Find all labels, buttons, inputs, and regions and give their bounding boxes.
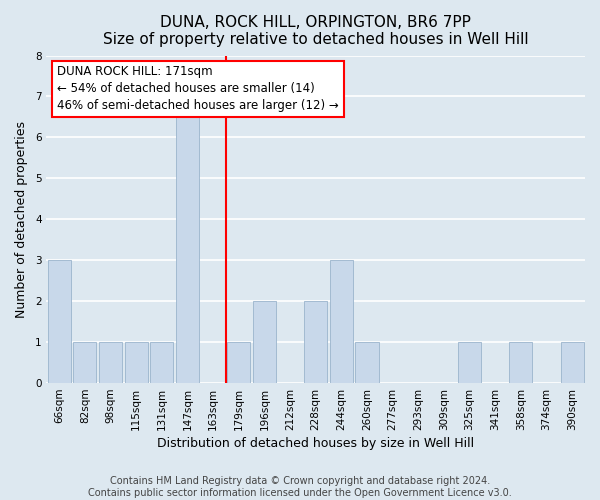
- Bar: [48, 260, 71, 383]
- Bar: [253, 301, 276, 383]
- Title: DUNA, ROCK HILL, ORPINGTON, BR6 7PP
Size of property relative to detached houses: DUNA, ROCK HILL, ORPINGTON, BR6 7PP Size…: [103, 15, 529, 48]
- Text: DUNA ROCK HILL: 171sqm
← 54% of detached houses are smaller (14)
46% of semi-det: DUNA ROCK HILL: 171sqm ← 54% of detached…: [57, 66, 339, 112]
- Bar: [560, 342, 584, 383]
- Text: Contains HM Land Registry data © Crown copyright and database right 2024.
Contai: Contains HM Land Registry data © Crown c…: [88, 476, 512, 498]
- Bar: [458, 342, 481, 383]
- Bar: [509, 342, 532, 383]
- Bar: [330, 260, 353, 383]
- Bar: [99, 342, 122, 383]
- Bar: [355, 342, 379, 383]
- Bar: [227, 342, 250, 383]
- Bar: [125, 342, 148, 383]
- Bar: [73, 342, 97, 383]
- Bar: [150, 342, 173, 383]
- Bar: [304, 301, 327, 383]
- X-axis label: Distribution of detached houses by size in Well Hill: Distribution of detached houses by size …: [157, 437, 474, 450]
- Y-axis label: Number of detached properties: Number of detached properties: [15, 121, 28, 318]
- Bar: [176, 96, 199, 383]
